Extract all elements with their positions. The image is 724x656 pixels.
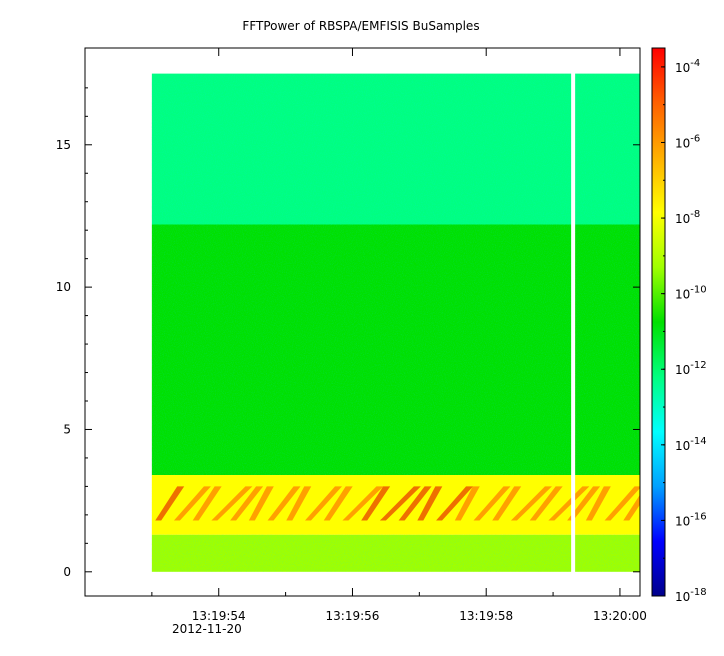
colorbar-tick-label: 10-12 [675, 360, 707, 377]
chorus-streak [267, 486, 301, 521]
chorus-streak [417, 486, 443, 521]
y-tick-label: 0 [63, 565, 71, 579]
x-tick-label: 13:20:00 [593, 609, 647, 623]
chorus-streak [585, 486, 611, 521]
chorus-streak [510, 486, 552, 521]
chorus-streak [529, 486, 563, 521]
colorbar-tick-label: 10-4 [675, 58, 700, 75]
x-axis: 13:19:54 13:19:56 13:19:58 13:20:00 [151, 48, 647, 623]
chorus-streak [155, 486, 185, 521]
chorus-streak [304, 486, 342, 521]
colorbar-gradient [651, 47, 666, 597]
chorus-streak [192, 486, 222, 521]
chorus-streak [248, 486, 274, 521]
chorus-streak [623, 494, 640, 521]
chorus-streak [492, 486, 522, 521]
colorbar-tick-label: 10-14 [675, 436, 707, 453]
plot-frame [84, 47, 641, 597]
chorus-streak [436, 486, 474, 521]
chorus-streak [379, 486, 421, 521]
chorus-streak [173, 486, 211, 521]
colorbar-tick-label: 10-8 [675, 209, 700, 226]
chorus-streak [548, 486, 590, 521]
chorus-streak [211, 486, 253, 521]
colorbar-tick-label: 10-6 [675, 133, 700, 150]
chorus-streak [342, 486, 384, 521]
chorus-streak [286, 486, 312, 521]
chorus-streak [567, 486, 601, 521]
y-axis: 0 5 10 15 [56, 87, 640, 579]
chorus-streak [473, 486, 511, 521]
heatmap-band-texture-3 [151, 534, 640, 572]
colorbar: 10-4 10-6 10-8 10-10 10-12 10-14 10-16 10-18 [651, 47, 707, 604]
heatmap-band-texture-0 [151, 73, 640, 225]
x-tick-label: 13:19:54 [192, 609, 246, 623]
heatmap-band-texture-1 [151, 224, 640, 476]
colorbar-tick-label: 10-16 [675, 511, 707, 528]
chorus-streak [230, 486, 264, 521]
chorus-streak [454, 486, 480, 521]
chorus-streak [398, 486, 432, 521]
y-tick-label: 10 [56, 280, 71, 294]
colorbar-tick-label: 10-10 [675, 285, 707, 302]
chorus-streak [604, 486, 640, 521]
y-tick-label: 15 [56, 138, 71, 152]
plot-area [151, 72, 640, 573]
chorus-streak [361, 486, 391, 521]
chorus-streak [323, 486, 353, 521]
x-tick-label: 13:19:56 [326, 609, 380, 623]
chart-title: FFTPower of RBSPA/EMFISIS BuSamples [242, 19, 479, 33]
colorbar-tick-label: 10-18 [675, 587, 707, 604]
y-tick-label: 5 [63, 422, 71, 436]
x-tick-label: 13:19:58 [459, 609, 513, 623]
date-label: 2012-11-20 [172, 622, 242, 636]
data-gap [571, 72, 576, 573]
